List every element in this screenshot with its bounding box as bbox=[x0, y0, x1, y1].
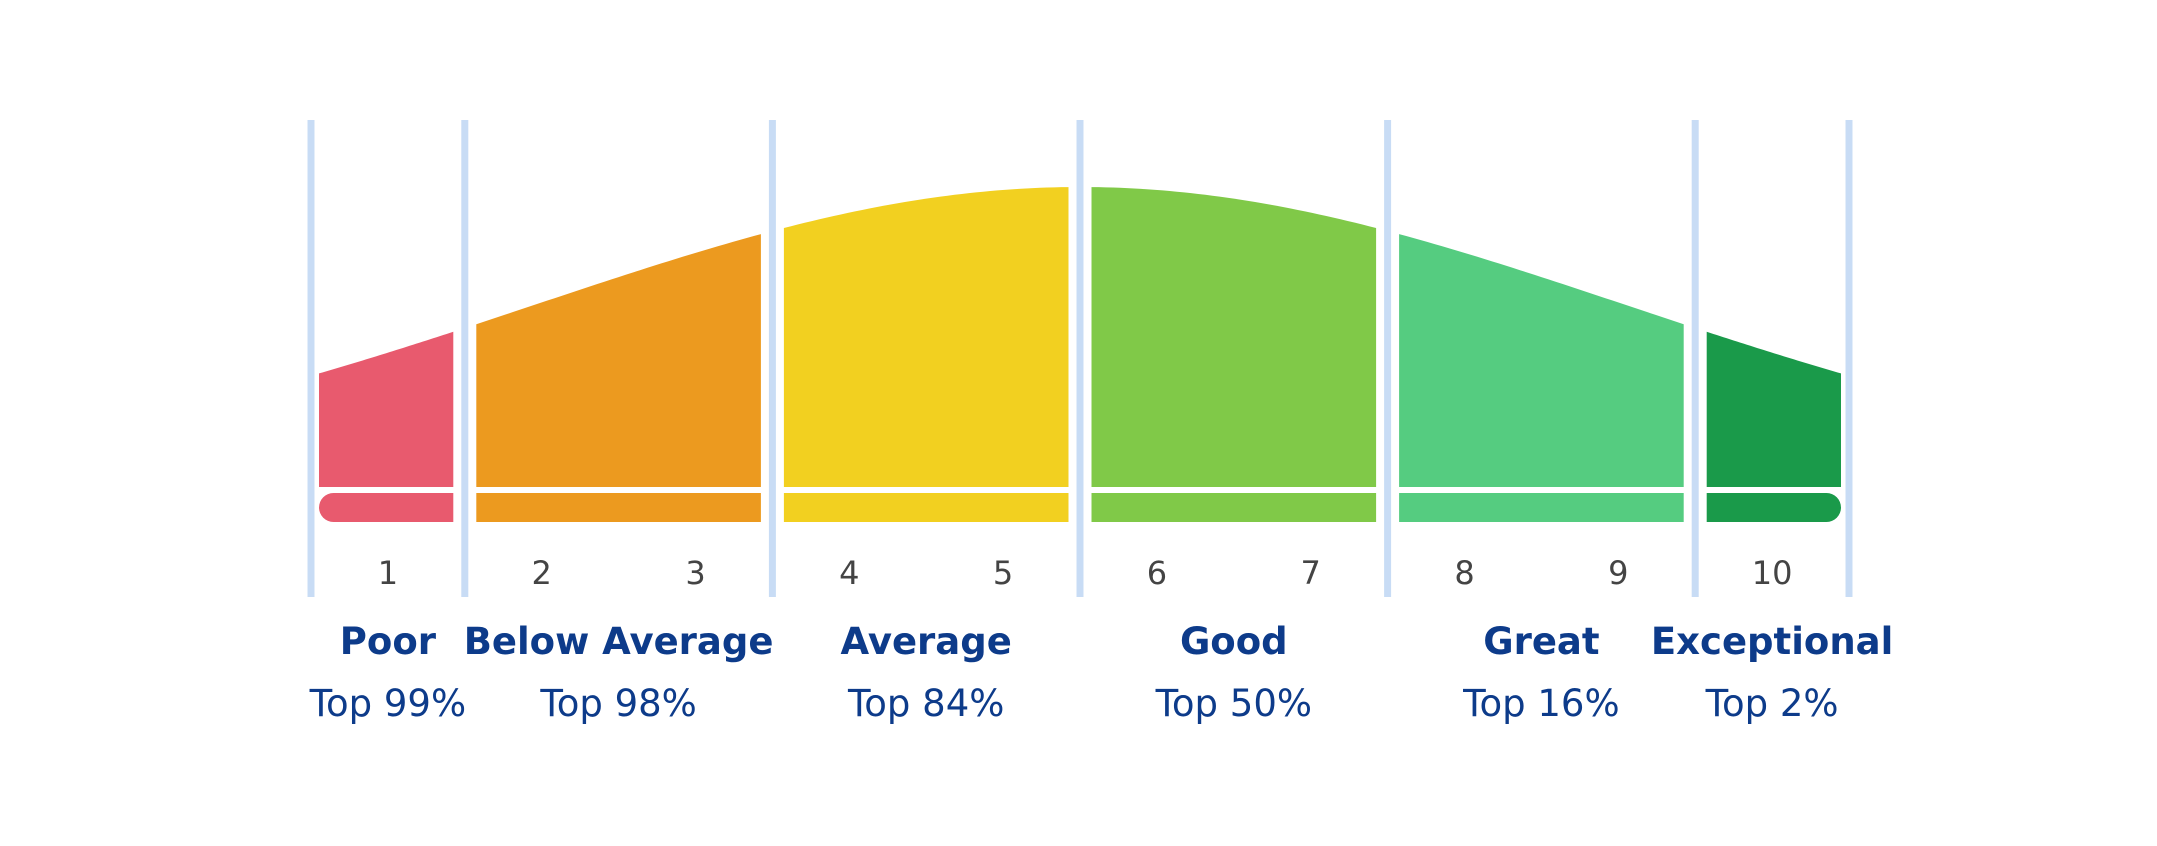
scale-tick-8: 8 bbox=[1454, 554, 1474, 592]
curve-area-good bbox=[1091, 187, 1377, 487]
scale-tick-7: 7 bbox=[1301, 554, 1321, 592]
category-label-below-average: Below Average bbox=[464, 620, 774, 663]
baseline-bar-exceptional bbox=[1706, 493, 1841, 522]
band-divider-2 bbox=[768, 120, 776, 597]
baseline-bar-good bbox=[1091, 493, 1377, 522]
scale-tick-1: 1 bbox=[378, 554, 398, 592]
category-label-exceptional: Exceptional bbox=[1651, 620, 1893, 663]
category-label-poor: Poor bbox=[340, 620, 437, 663]
scale-tick-6: 6 bbox=[1147, 554, 1167, 592]
curve-area-below-average bbox=[476, 234, 761, 487]
baseline-bar-average bbox=[783, 493, 1069, 522]
baseline-bar-great bbox=[1399, 493, 1684, 522]
scale-tick-2: 2 bbox=[532, 554, 552, 592]
band-divider-3 bbox=[1076, 120, 1084, 597]
band-dividers bbox=[307, 120, 1853, 597]
percentile-labels: Top 99% Top 98% Top 84% Top 50% Top 16% Top 2… bbox=[309, 682, 1839, 725]
percentile-label-poor: Top 99% bbox=[309, 682, 466, 725]
curve-area-poor bbox=[319, 331, 454, 487]
scale-tick-labels: 1 2 3 4 5 6 7 8 9 10 bbox=[378, 554, 1793, 592]
baseline-bars bbox=[319, 493, 1841, 522]
band-divider-4 bbox=[1384, 120, 1392, 597]
percentile-label-good: Top 50% bbox=[1155, 682, 1312, 725]
band-divider-1 bbox=[461, 120, 469, 597]
scale-tick-5: 5 bbox=[993, 554, 1013, 592]
curve-area-exceptional bbox=[1706, 331, 1841, 487]
category-label-average: Average bbox=[841, 620, 1012, 663]
percentile-label-average: Top 84% bbox=[847, 682, 1004, 725]
percentile-label-great: Top 16% bbox=[1462, 682, 1619, 725]
scale-tick-9: 9 bbox=[1608, 554, 1628, 592]
bell-curve-areas bbox=[319, 187, 1841, 487]
band-divider-5 bbox=[1691, 120, 1699, 597]
baseline-bar-below-average bbox=[476, 493, 761, 522]
category-label-good: Good bbox=[1180, 620, 1288, 663]
scale-tick-4: 4 bbox=[839, 554, 859, 592]
category-label-great: Great bbox=[1483, 620, 1599, 663]
curve-area-average bbox=[783, 187, 1069, 487]
curve-area-great bbox=[1399, 234, 1684, 487]
baseline-bar-poor bbox=[319, 493, 454, 522]
scale-tick-3: 3 bbox=[685, 554, 705, 592]
scale-tick-10: 10 bbox=[1752, 554, 1793, 592]
percentile-label-exceptional: Top 2% bbox=[1705, 682, 1839, 725]
band-divider-0 bbox=[307, 120, 315, 597]
percentile-label-below-average: Top 98% bbox=[539, 682, 696, 725]
band-divider-6 bbox=[1845, 120, 1853, 597]
category-labels: Poor Below Average Average Good Great Excepti… bbox=[340, 620, 1894, 663]
